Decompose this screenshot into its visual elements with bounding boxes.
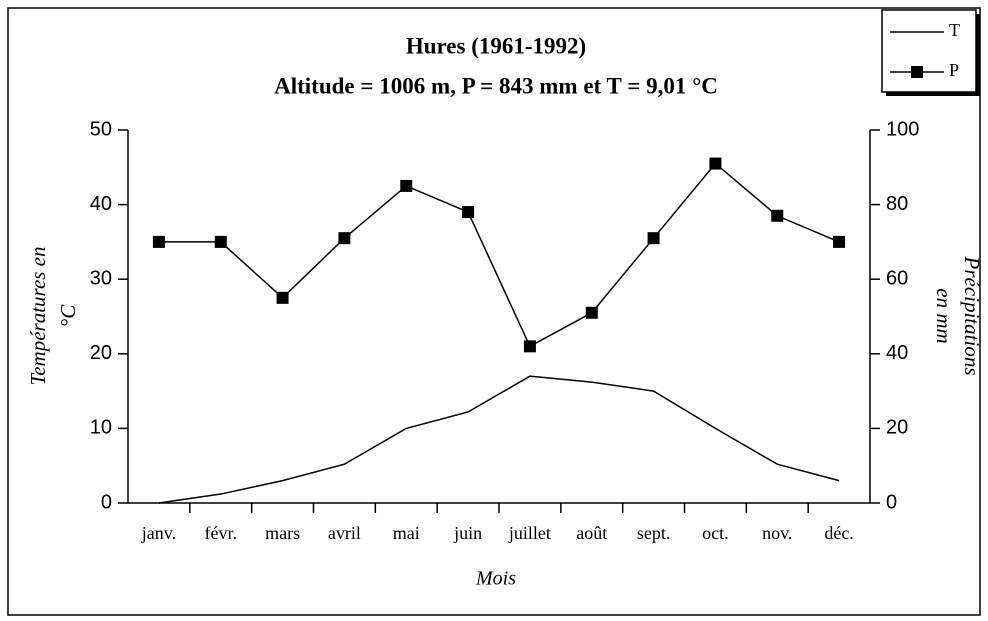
x-tick-label: oct. xyxy=(702,523,729,543)
y2-axis-label-line: en mm xyxy=(932,288,956,343)
series-marker xyxy=(647,232,660,245)
chart-border xyxy=(7,7,981,616)
series-marker xyxy=(338,232,351,245)
y-tick-label: 0 xyxy=(101,491,112,513)
series-line xyxy=(158,162,840,348)
legend xyxy=(881,9,977,93)
y2-axis-label: Précipitations en mm xyxy=(932,256,984,376)
x-tick-label: févr. xyxy=(205,523,237,543)
y-axis-label-line: Températures en xyxy=(26,246,50,385)
y-tick-label: 30 xyxy=(90,267,112,289)
y-tick-label: 50 xyxy=(90,118,112,140)
chart-title: Hures (1961-1992) xyxy=(406,33,586,58)
legend-label: P xyxy=(949,60,959,80)
legend-marker xyxy=(911,66,923,78)
series-line xyxy=(158,375,840,504)
y2-tick-label: 0 xyxy=(886,491,897,513)
y2-axis-label-line: Précipitations xyxy=(960,256,984,376)
series-marker xyxy=(833,235,846,248)
x-tick-label: janv. xyxy=(141,523,176,543)
series-marker xyxy=(585,306,598,319)
y2-tick-label: 20 xyxy=(886,417,908,439)
y-tick-label: 10 xyxy=(90,417,112,439)
y2-tick-label: 80 xyxy=(886,193,908,215)
series-marker xyxy=(400,179,413,192)
y2-tick-label: 60 xyxy=(886,267,908,289)
series-marker xyxy=(709,157,722,170)
series-marker xyxy=(276,291,289,304)
y-tick-label: 20 xyxy=(90,342,112,364)
y-axis-label: Températures en °C xyxy=(26,246,80,385)
x-tick-label: juillet xyxy=(508,523,551,543)
series-marker xyxy=(771,209,784,222)
y-tick-label: 40 xyxy=(90,193,112,215)
x-tick-label: avril xyxy=(328,523,361,543)
x-tick-label: mars xyxy=(265,523,300,543)
x-axis-label: Mois xyxy=(475,568,516,590)
x-tick-label: nov. xyxy=(762,523,792,543)
x-tick-label: déc. xyxy=(824,523,853,543)
y-axis-label-line: °C xyxy=(56,304,80,327)
x-tick-label: mai xyxy=(393,523,420,543)
series-marker xyxy=(152,235,165,248)
y2-tick-label: 100 xyxy=(886,118,919,140)
x-tick-label: août xyxy=(576,523,607,543)
series-marker xyxy=(462,206,475,219)
chart-subtitle: Altitude = 1006 m, P = 843 mm et T = 9,0… xyxy=(274,73,718,98)
series-marker xyxy=(214,235,227,248)
series-marker xyxy=(523,340,536,353)
x-tick-label: juin xyxy=(453,523,482,543)
y2-tick-label: 40 xyxy=(886,342,908,364)
legend-label: T xyxy=(949,20,960,40)
x-tick-label: sept. xyxy=(637,523,671,543)
